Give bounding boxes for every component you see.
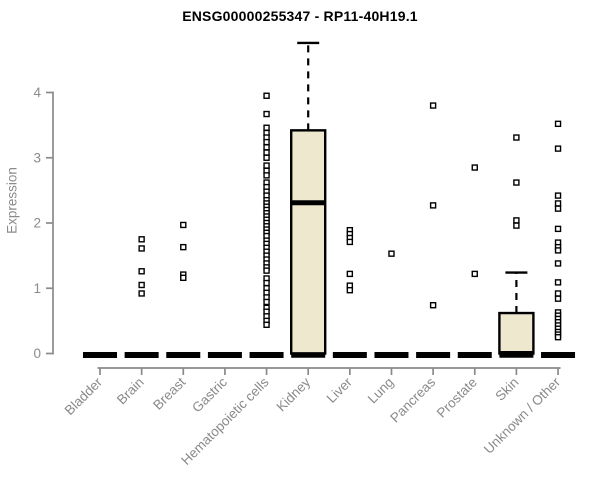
outlier-point-brain (138, 245, 145, 252)
outlier-point-breast (180, 243, 187, 251)
outlier-point-unknown-other (554, 205, 562, 212)
box-skin (498, 311, 535, 355)
x-tick-label-skin: Skin (492, 375, 521, 404)
y-tick-label: 1 (33, 281, 41, 296)
outlier-point-unknown-other (554, 200, 562, 207)
outlier-point-skin (513, 222, 520, 229)
outlier-point-hematopoietic-cells (263, 172, 270, 179)
outlier-point-liver (346, 270, 354, 278)
outlier-point-hematopoietic-cells (263, 144, 270, 151)
outlier-point-hematopoietic-cells (263, 267, 270, 274)
outlier-point-pancreas (429, 202, 437, 209)
outlier-point-pancreas (429, 102, 437, 109)
outlier-point-lung (388, 250, 395, 257)
outlier-point-prostate (471, 270, 478, 278)
outlier-point-breast (180, 221, 187, 229)
outlier-point-unknown-other (554, 120, 562, 128)
outlier-point-unknown-other (554, 290, 562, 297)
outlier-point-hematopoietic-cells (263, 321, 270, 328)
x-tick-label-liver: Liver (324, 374, 356, 406)
outlier-point-hematopoietic-cells (263, 154, 270, 161)
outlier-point-hematopoietic-cells (263, 138, 270, 146)
outlier-point-hematopoietic-cells (263, 162, 270, 169)
outlier-point-brain (138, 281, 145, 289)
y-tick-label: 0 (33, 346, 41, 361)
outlier-point-brain (138, 268, 145, 275)
outlier-point-unknown-other (554, 225, 562, 233)
outlier-point-liver (346, 287, 354, 294)
x-tick-label-pancreas: Pancreas (387, 374, 438, 425)
y-tick-label: 4 (33, 85, 41, 100)
box-kidney (290, 129, 327, 355)
outlier-point-brain (138, 236, 145, 243)
x-tick-label-gastric: Gastric (189, 374, 230, 415)
outlier-point-hematopoietic-cells (263, 124, 270, 131)
y-tick-label: 3 (33, 150, 41, 165)
outlier-point-liver (346, 238, 354, 246)
x-tick-label-kidney: Kidney (274, 374, 314, 414)
outlier-point-unknown-other (554, 247, 562, 254)
x-tick-label-unknown-other: Unknown / Other (481, 374, 564, 457)
outlier-point-unknown-other (554, 145, 562, 152)
outlier-point-unknown-other (554, 192, 562, 199)
outlier-point-brain (138, 290, 145, 297)
x-tick-label-prostate: Prostate (434, 375, 480, 421)
x-tick-label-lung: Lung (365, 375, 397, 407)
outlier-point-hematopoietic-cells (263, 149, 270, 156)
outlier-point-unknown-other (554, 295, 562, 302)
outlier-point-skin (513, 217, 520, 224)
outlier-point-breast (180, 274, 187, 282)
y-tick-label: 2 (33, 216, 41, 231)
outlier-point-pancreas (429, 302, 437, 309)
outlier-point-unknown-other (554, 279, 562, 286)
x-tick-label-bladder: Bladder (62, 374, 106, 418)
outlier-point-prostate (471, 164, 478, 171)
outlier-point-hematopoietic-cells (263, 298, 270, 306)
x-tick-label-brain: Brain (114, 375, 147, 408)
outlier-point-hematopoietic-cells (263, 110, 270, 118)
outlier-point-unknown-other (554, 260, 562, 267)
outlier-point-unknown-other (554, 333, 562, 341)
outlier-point-skin (513, 179, 520, 186)
outlier-point-hematopoietic-cells (263, 279, 270, 287)
x-tick-label-breast: Breast (150, 374, 188, 412)
outlier-point-hematopoietic-cells (263, 92, 270, 99)
chart-title: ENSG00000255347 - RP11-40H19.1 (182, 8, 418, 24)
outlier-point-skin (513, 134, 520, 141)
